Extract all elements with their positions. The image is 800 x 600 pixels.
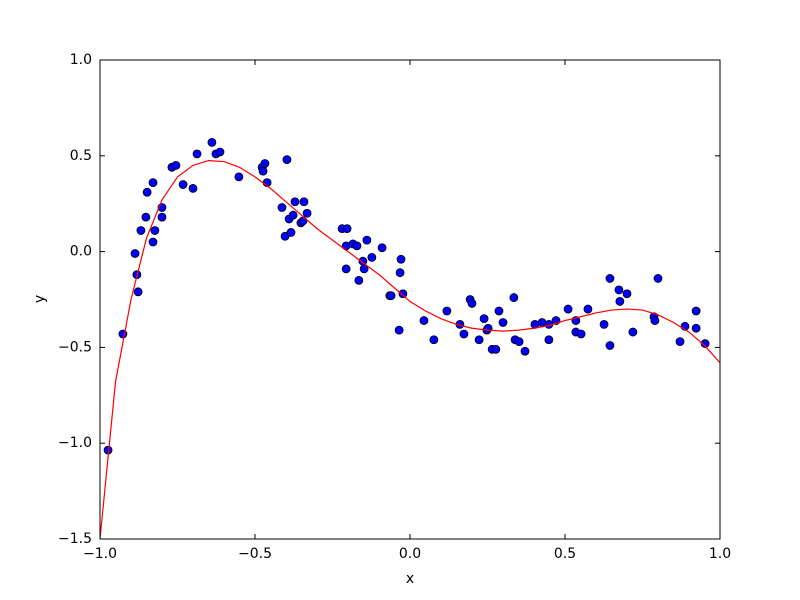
scatter-point xyxy=(136,226,146,235)
scatter-point xyxy=(148,237,158,247)
scatter-point xyxy=(467,298,477,308)
scatter-point xyxy=(354,275,364,285)
scatter-point xyxy=(359,264,369,274)
scatter-point xyxy=(474,335,484,345)
scatter-point xyxy=(298,216,308,226)
scatter-point xyxy=(386,291,396,301)
x-tick-label: −0.5 xyxy=(238,546,272,562)
scatter-point xyxy=(394,325,404,335)
scatter-point xyxy=(498,318,508,327)
scatter-point xyxy=(377,243,387,253)
x-axis-label: x xyxy=(406,571,414,587)
scatter-point xyxy=(367,252,377,262)
scatter-point xyxy=(494,306,504,316)
scatter-point xyxy=(675,337,685,347)
scatter-point xyxy=(395,268,405,278)
scatter-point xyxy=(150,226,160,235)
plot-area xyxy=(100,137,720,539)
scatter-point xyxy=(215,147,225,157)
scatter-point xyxy=(302,208,312,218)
scatter-point xyxy=(141,212,151,222)
scatter-point xyxy=(622,289,632,299)
scatter-point xyxy=(188,183,198,193)
scatter-point xyxy=(130,249,140,258)
scatter-point xyxy=(171,160,181,170)
scatter-point xyxy=(178,180,188,189)
scatter-point xyxy=(442,306,452,316)
scatter-point xyxy=(514,337,524,347)
scatter-point xyxy=(260,159,270,168)
scatter-point xyxy=(491,344,501,354)
scatter-point xyxy=(653,274,663,283)
scatter-point xyxy=(282,155,292,165)
y-axis-label: y xyxy=(32,295,48,303)
scatter-point xyxy=(483,323,493,333)
scatter-point xyxy=(342,224,352,234)
x-tick-label: −1.0 xyxy=(83,546,117,562)
scatter-point xyxy=(691,306,701,316)
scatter-point xyxy=(118,329,128,339)
y-tick-label: 1.0 xyxy=(70,52,92,68)
scatter-point xyxy=(544,335,554,345)
scatter-point xyxy=(520,346,530,356)
scatter-point xyxy=(286,228,296,237)
scatter-point xyxy=(459,329,469,339)
fit-line xyxy=(100,159,720,539)
y-tick-label: −1.0 xyxy=(58,435,92,451)
scatter-point xyxy=(419,316,429,325)
scatter-point xyxy=(398,289,408,299)
scatter-point xyxy=(429,335,439,345)
scatter-point xyxy=(563,304,573,314)
scatter-point xyxy=(341,264,351,274)
scatter-point xyxy=(614,285,624,295)
scatter-point xyxy=(148,178,158,188)
scatter-point xyxy=(234,172,244,182)
y-tick-label: 0.0 xyxy=(70,244,92,260)
scatter-point xyxy=(277,203,287,212)
scatter-point xyxy=(479,314,489,324)
scatter-point xyxy=(142,187,152,197)
y-tick-label: −0.5 xyxy=(58,339,92,355)
scatter-point xyxy=(299,197,309,207)
x-tick-label: 1.0 xyxy=(709,546,731,562)
scatter-point xyxy=(509,293,519,302)
scatter-point xyxy=(615,297,625,306)
scatter-point xyxy=(396,254,406,264)
scatter-point xyxy=(700,339,710,348)
scatter-point xyxy=(599,320,609,329)
x-tick-label: 0.0 xyxy=(399,546,421,562)
scatter-point xyxy=(583,304,593,314)
scatter-point xyxy=(207,137,217,147)
scatter-point xyxy=(691,323,701,333)
scatter-point xyxy=(576,329,586,339)
x-tick-label: 0.5 xyxy=(554,546,576,562)
scatter-point xyxy=(192,149,202,159)
scatter-point xyxy=(258,166,268,176)
scatter-point xyxy=(157,212,167,222)
scatter-point xyxy=(290,197,300,207)
scatter-point xyxy=(605,274,615,283)
scatter-point xyxy=(605,341,615,350)
scatter-point xyxy=(628,327,638,337)
scatter-point xyxy=(650,316,660,325)
scatter-point xyxy=(133,287,143,297)
y-tick-label: 0.5 xyxy=(70,148,92,164)
scatter-point xyxy=(352,241,362,251)
scatter-point xyxy=(362,235,372,245)
scatter-point xyxy=(288,210,298,220)
y-tick-label: −1.5 xyxy=(58,531,92,547)
